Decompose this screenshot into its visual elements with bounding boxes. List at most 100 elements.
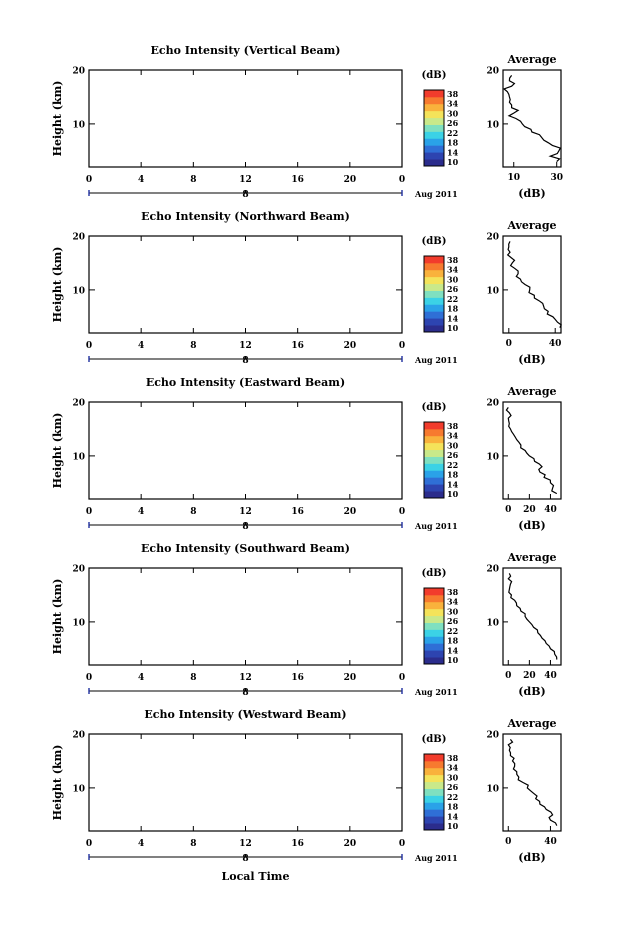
colorbar-swatch [424,152,444,160]
average-y-tick-label: 10 [486,452,499,462]
average-x-tick-label: 30 [550,173,563,183]
average-x-label: (dB) [518,519,545,532]
x-tick-label: 4 [138,175,144,185]
average-y-tick-label: 20 [486,399,499,409]
plot-frame [88,69,403,168]
colorbar-swatch [424,318,444,326]
average-x-tick-label: 10 [507,173,520,183]
average-frame [502,235,562,334]
colorbar-frame [423,255,445,333]
colorbar-swatch [424,262,444,271]
colorbar-tick-label: 18 [447,138,459,148]
x-tick-label: 12 [239,507,252,517]
x-tick-label: 4 [138,341,144,351]
colorbar-swatch [424,256,444,264]
colorbar-tick-label: 14 [447,313,459,323]
colorbar-tick-label: 18 [447,470,459,480]
average-y-tick-label: 20 [486,233,499,243]
x-tick-label: 4 [138,507,144,517]
colorbar-swatch [424,470,444,478]
x-tick-label: 0 [86,507,92,517]
average-x-label: (dB) [518,187,545,200]
colorbar-tick-label: 18 [447,304,459,314]
day-marker-label: 8 [242,190,248,200]
x-tick-label: 8 [190,507,196,517]
x-tick-label: 16 [291,507,304,517]
colorbar-swatch [424,456,444,464]
average-title: Average [506,53,556,66]
colorbar-tick-label: 26 [447,118,459,128]
panel-0: Echo Intensity (Vertical Beam) 20 10 Height… [51,44,563,200]
colorbar-frame [423,89,445,167]
colorbar-swatch [424,297,444,305]
y-tick-label: 20 [72,67,85,77]
colorbar-tick-label: 38 [447,255,459,265]
colorbar-swatch [424,442,444,451]
colorbar-swatch [424,131,444,139]
colorbar-swatch [424,276,444,285]
colorbar-frame [423,421,445,499]
average-profile-line [505,407,558,495]
colorbar-tick-label: 30 [447,108,459,118]
colorbar-tick-label: 34 [447,265,459,275]
colorbar-swatch [424,283,444,291]
day-marker-label: 8 [242,522,248,532]
panel-3: Echo Intensity (Southward Beam)2010Heigh… [51,542,562,698]
panel-title: Echo Intensity (Vertical Beam) [150,44,340,57]
colorbar-swatch [424,90,444,98]
x-tick-label: 0 [399,341,405,351]
x-tick-label: 20 [344,507,357,517]
y-tick-label: 20 [72,399,85,409]
x-tick-label: 12 [239,175,252,185]
date-label: Aug 2011 [414,521,458,531]
colorbar-swatch [424,96,444,105]
colorbar-tick-label: 38 [447,421,459,431]
average-x-label: (dB) [518,353,545,366]
plot-frame [88,401,403,500]
panel-title: Echo Intensity (Northward Beam) [141,210,350,223]
colorbar-swatch [424,269,444,278]
colorbar-tick-label: 10 [447,157,459,167]
average-x-tick-label: 0 [506,339,512,349]
average-x-tick-label: 20 [523,505,536,515]
average-frame [502,401,562,500]
colorbar-swatch [424,484,444,492]
average-y-tick-label: 10 [486,120,499,130]
panel-1: Echo Intensity (Northward Beam) 20 10 Heigh… [51,210,562,366]
x-tick-label: 0 [399,507,405,517]
colorbar-tick-label: 10 [447,489,459,499]
colorbar-tick-label: 22 [447,294,458,304]
colorbar-swatch [424,290,444,298]
average-profile-line [506,241,562,328]
colorbar-tick-label: 26 [447,284,459,294]
date-label: Aug 2011 [414,355,458,365]
colorbar-tick-label: 14 [447,479,459,489]
colorbar-swatch [424,159,444,167]
colorbar-tick-label: 30 [447,440,459,450]
panel-title: Echo Intensity (Southward Beam) [141,542,350,555]
colorbar-swatch [424,145,444,153]
colorbar-swatch [424,491,444,499]
colorbar-label: (dB) [422,402,447,413]
colorbar-swatch [424,138,444,146]
y-tick-label: 10 [72,120,85,130]
colorbar-swatch [424,449,444,457]
colorbar-tick-label: 22 [447,460,458,470]
x-tick-label: 0 [86,341,92,351]
colorbar-swatch [424,477,444,485]
colorbar-swatch [424,103,444,112]
colorbar-swatch [424,117,444,125]
date-label: Aug 2011 [414,189,458,199]
average-profile-line [502,75,562,163]
average-x-tick-label: 40 [544,505,557,515]
colorbar-swatch [424,435,444,444]
y-axis-label: Height (km) [51,413,64,489]
colorbar-swatch [424,311,444,319]
colorbar-tick-label: 14 [447,147,459,157]
plot-frame [88,235,403,334]
x-tick-label: 0 [399,175,405,185]
colorbar-label: (dB) [422,70,447,81]
colorbar-swatch [424,304,444,312]
x-tick-label: 8 [190,341,196,351]
